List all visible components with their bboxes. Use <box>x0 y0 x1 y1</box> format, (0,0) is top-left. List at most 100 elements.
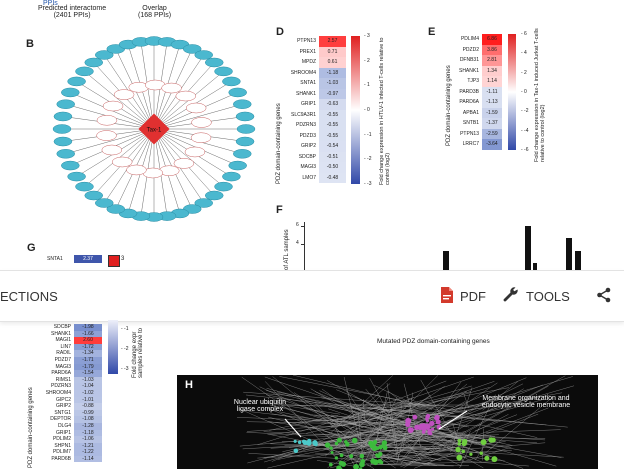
heatmap-gene-label: SDCBP <box>298 153 316 160</box>
heatmap-gene-label: PARD6B <box>51 455 71 462</box>
heatmap-row: PARD6A -1.54 <box>51 370 102 377</box>
network-node <box>469 452 473 456</box>
network-node <box>457 438 462 443</box>
heatmap-cell: -0.50 <box>319 162 346 173</box>
interactor-node <box>53 136 73 147</box>
heatmap-row: SHROOM4 -1.02 <box>46 389 102 397</box>
heatmap-gene-label: SHPN1 <box>54 442 71 449</box>
heatmap-gene-label: GRIP2 <box>300 143 316 149</box>
heatmap-gene-label: RIMS1 <box>55 376 71 383</box>
network-node <box>456 454 463 461</box>
interactor-node <box>194 198 213 208</box>
colorbar-tick: - 6 <box>521 31 527 37</box>
heatmap-row: GRIP2 -0.54 <box>301 141 346 152</box>
colorbar-tick: - -6 <box>521 147 529 153</box>
sections-label: ECTIONS <box>0 288 58 304</box>
panel-g-colorbar <box>108 320 118 374</box>
heatmap-cell: -1.01 <box>74 396 102 404</box>
network-node <box>330 451 334 455</box>
heatmap-gene-label: GRIP2 <box>55 403 71 410</box>
network-node <box>336 437 342 443</box>
interactor-node <box>236 124 256 134</box>
heatmap-row: PREX1 0.71 <box>300 46 346 57</box>
heatmap-row: PDLIM7 -1.22 <box>53 449 102 456</box>
heatmap-gene-label: PDLIM4 <box>460 36 479 42</box>
network-node <box>349 454 354 459</box>
panel-f-bar <box>443 251 449 270</box>
heatmap-gene-label: RADIL <box>56 350 71 357</box>
panel-e-colorbar <box>508 34 516 150</box>
heatmap-cell: 1.14 <box>482 76 502 87</box>
heatmap-cell: -0.55 <box>319 109 346 120</box>
heatmap-row: PDZD7 -1.71 <box>55 356 102 364</box>
heatmap-row: SHPN1 -1.21 <box>54 442 102 450</box>
heatmap-row: LRRC7 -3.64 <box>463 139 502 150</box>
heatmap-gene-label: SDCBP <box>53 324 71 330</box>
pdf-label: PDF <box>460 288 486 304</box>
share-button[interactable] <box>596 271 612 321</box>
colorbar-tick: - 3 <box>364 33 370 39</box>
network-node <box>428 431 433 436</box>
heatmap-cell: -0.88 <box>74 403 102 410</box>
heatmap-cell: -0.48 <box>319 172 346 183</box>
heatmap-gene-label: PDZD7 <box>54 356 71 363</box>
interactor-node <box>235 111 255 122</box>
interactor-node <box>233 99 252 109</box>
heatmap-cell: 6.86 <box>482 34 502 45</box>
heatmap-row: SNTA1 -1.03 <box>300 78 346 89</box>
pdz-node <box>161 82 182 94</box>
heatmap-cell: 2.57 <box>319 36 346 47</box>
pdz-node <box>111 156 133 168</box>
heatmap-row: PTPN13 -2.59 <box>460 128 502 139</box>
network-node <box>305 439 312 446</box>
heatmap-gene-label: LMO7 <box>302 174 316 181</box>
heatmap-row: MAGI1 2.60 <box>55 337 102 344</box>
heatmap-cell: -1.72 <box>74 343 102 351</box>
network-node <box>302 440 308 446</box>
heatmap-gene-label: PARD6A <box>51 370 71 377</box>
panel-d-letter: D <box>276 26 284 38</box>
network-node <box>334 441 339 446</box>
pdz-node <box>185 102 207 114</box>
interactor-node <box>222 171 241 182</box>
sections-button[interactable]: ECTIONS <box>0 271 58 321</box>
colorbar-tick: - -3 <box>121 366 129 372</box>
network-node <box>421 430 426 434</box>
heatmap-row: PARD3B -1.11 <box>459 86 502 97</box>
heatmap-cell: -0.63 <box>319 99 346 110</box>
interactor-node <box>52 124 72 134</box>
panel-b-network: Tax-1 <box>52 36 256 222</box>
tools-button[interactable]: TOOLS <box>502 271 570 321</box>
interactor-node <box>56 149 75 159</box>
network-node <box>429 420 435 427</box>
network-node <box>420 423 427 429</box>
panel-d-colorbar-label: Fold change expression in HTLV-1 infecte… <box>379 37 391 185</box>
interactor-node <box>84 190 104 201</box>
heatmap-cell: 1.34 <box>482 65 502 76</box>
colorbar-tick: - 1 <box>364 82 370 89</box>
network-node <box>491 437 496 443</box>
pdz-node <box>96 130 117 141</box>
panel-h-network: H Nuclear ubiquitin ligase complex Membr… <box>177 375 598 469</box>
heatmap-row: TJP3 1.14 <box>467 76 502 87</box>
heatmap-gene-label: DLG4 <box>57 422 71 429</box>
pdz-node <box>113 89 135 100</box>
panel-a-fragment: PPIs <box>43 0 58 7</box>
interactor-node <box>214 181 233 192</box>
panel-f-ytick-4: 4 <box>296 240 299 246</box>
heatmap-gene-label: PDZD3 <box>299 132 316 139</box>
heatmap-cell: -1.06 <box>74 436 102 443</box>
heatmap-row: PARD6B -1.14 <box>51 455 102 463</box>
heatmap-gene-label: PDLIM7 <box>52 449 71 456</box>
pdz-node <box>173 158 195 169</box>
heatmap-cell: -1.11 <box>482 86 502 97</box>
pdf-button[interactable]: PDF <box>440 271 486 321</box>
annotation-arrow-2 <box>438 410 468 430</box>
heatmap-cell: -1.66 <box>74 330 102 338</box>
interactor-node <box>233 149 252 159</box>
network-node <box>370 458 376 464</box>
heatmap-gene-label: PARD6A <box>459 99 479 105</box>
network-node <box>412 414 418 420</box>
heatmap-cell: -1.02 <box>74 389 102 397</box>
network-node <box>435 419 441 425</box>
